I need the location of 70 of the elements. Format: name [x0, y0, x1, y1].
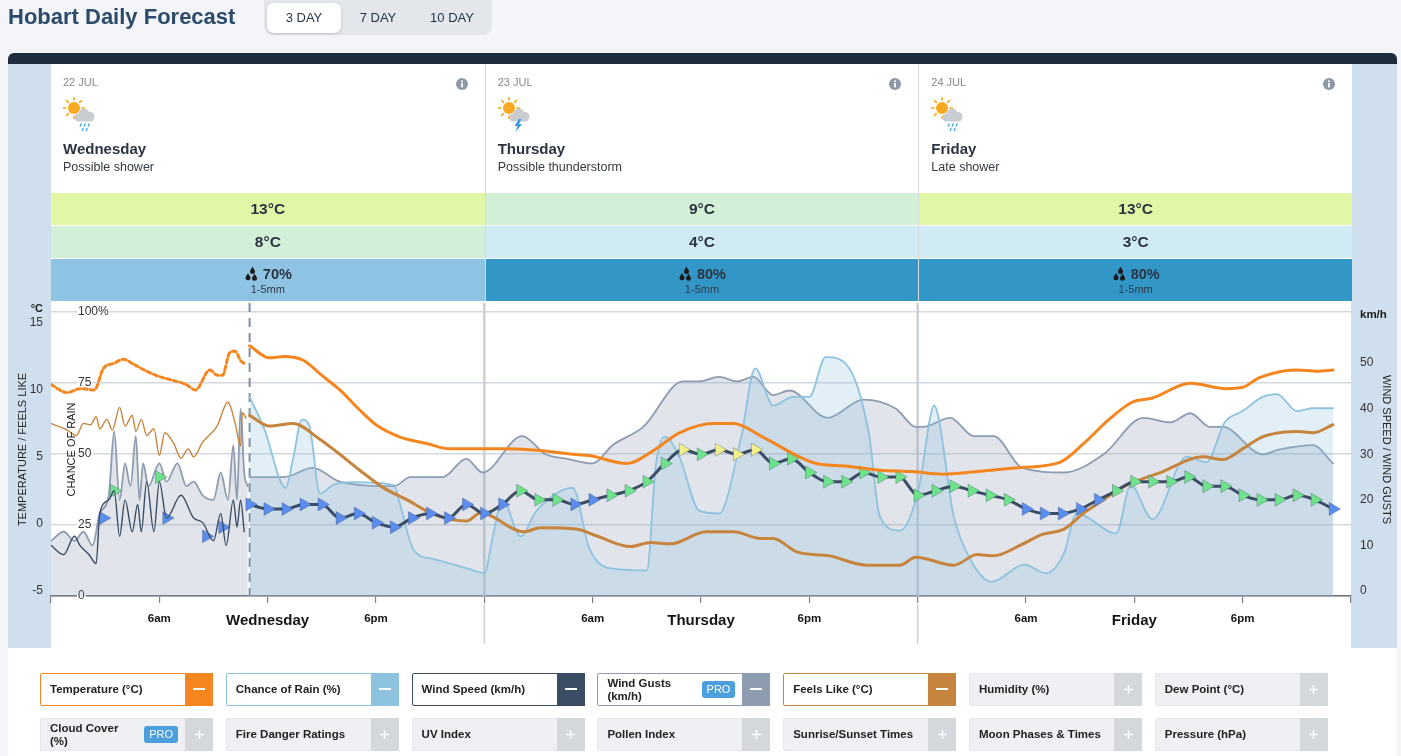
x-tick-label: 6am [147, 611, 171, 624]
text: km/h [1360, 308, 1387, 321]
text: Wind Gusts (km/h) [607, 676, 673, 703]
category-label: Thursday [497, 140, 566, 157]
text: Chance of Rain (%) [235, 683, 341, 696]
x-tick-label: Friday [1111, 610, 1158, 628]
y3-tick-label: 20 [1360, 492, 1374, 507]
data-label: 80% [1130, 265, 1160, 282]
toggle-button: Pollen Index [597, 718, 771, 751]
x-tick-label: 6am [1014, 611, 1038, 624]
text: Possible thunderstorm [497, 160, 623, 174]
data-label: 13°C [1118, 200, 1153, 218]
text: Wind Speed (km/h) [421, 683, 525, 696]
text: 7 DAY [358, 8, 398, 27]
y3-axis-title: WIND SPEED / WIND GUSTS [1381, 374, 1394, 525]
x-tick-label: Thursday [667, 610, 736, 628]
x-tick-label: 6am [581, 611, 605, 624]
text: 22 JUL [63, 76, 98, 88]
data-label: 9°C [688, 200, 715, 218]
y-tick-label: 0 [36, 516, 44, 531]
y-tick-label: 15 [29, 315, 44, 330]
text: °C [30, 302, 44, 315]
x-tick-label: Wednesday [226, 610, 310, 628]
text: 24 JUL [931, 76, 967, 88]
text: 1-5mm [684, 282, 720, 295]
y-tick-label: 10 [29, 382, 44, 397]
x-tick-label: 6pm [364, 611, 388, 624]
y-axis-title: TEMPERATURE / FEELS LIKE [15, 372, 28, 527]
y2-tick-label: 0 [78, 588, 85, 603]
toggle-button: Sunrise/Sunset Times [783, 718, 957, 751]
y3-tick-label: 10 [1360, 537, 1374, 552]
data-label: 8°C [254, 233, 281, 251]
text: 23 JUL [497, 76, 533, 88]
toggle-button: Fire Danger Ratings [225, 718, 399, 751]
toggle-button: Humidity (%) [969, 673, 1142, 706]
y2-tick-label: 75 [78, 374, 92, 389]
data-label: 13°C [250, 200, 286, 218]
toggle-button: UV Index [411, 718, 585, 751]
toggle-button: Dew Point (°C) [1154, 673, 1328, 706]
data-label: 80% [696, 265, 726, 282]
y-tick-label: 5 [36, 449, 44, 464]
toggle-button: Moon Phases & Times [969, 718, 1142, 751]
text: Feels Like (°C) [793, 683, 873, 696]
x-tick-label: 6pm [1230, 611, 1255, 624]
text: Possible shower [63, 160, 155, 174]
y-tick-label: -5 [32, 582, 44, 597]
category-label: Wednesday [63, 140, 147, 157]
text: 10 DAY [429, 8, 475, 27]
y3-tick-label: 40 [1360, 401, 1374, 416]
text: Temperature (°C) [50, 683, 143, 696]
y3-tick-label: 50 [1360, 355, 1374, 370]
x-tick-label: 6pm [797, 611, 822, 624]
data-label: 4°C [688, 233, 715, 251]
y3-tick-label: 0 [1360, 583, 1367, 598]
y2-axis-title: CHANCE OF RAIN [65, 402, 78, 497]
toggle-button: Pressure (hPa) [1154, 718, 1328, 751]
text: 1-5mm [250, 282, 285, 295]
y2-tick-label: 25 [78, 517, 92, 532]
text: PRO [701, 681, 736, 698]
y3-tick-label: 30 [1360, 446, 1374, 461]
y2-tick-label: 100% [78, 303, 110, 318]
text: Late shower [931, 160, 1000, 174]
category-label: Friday [931, 140, 977, 157]
text: 3 DAY [267, 2, 341, 33]
data-label: 70% [262, 265, 292, 282]
text: 1-5mm [1118, 282, 1153, 295]
text: Hobart Daily Forecast [8, 3, 236, 31]
y2-tick-label: 50 [78, 446, 92, 461]
toggle-button: Cloud Cover (%) PRO [40, 718, 213, 751]
data-label: 3°C [1122, 233, 1149, 251]
